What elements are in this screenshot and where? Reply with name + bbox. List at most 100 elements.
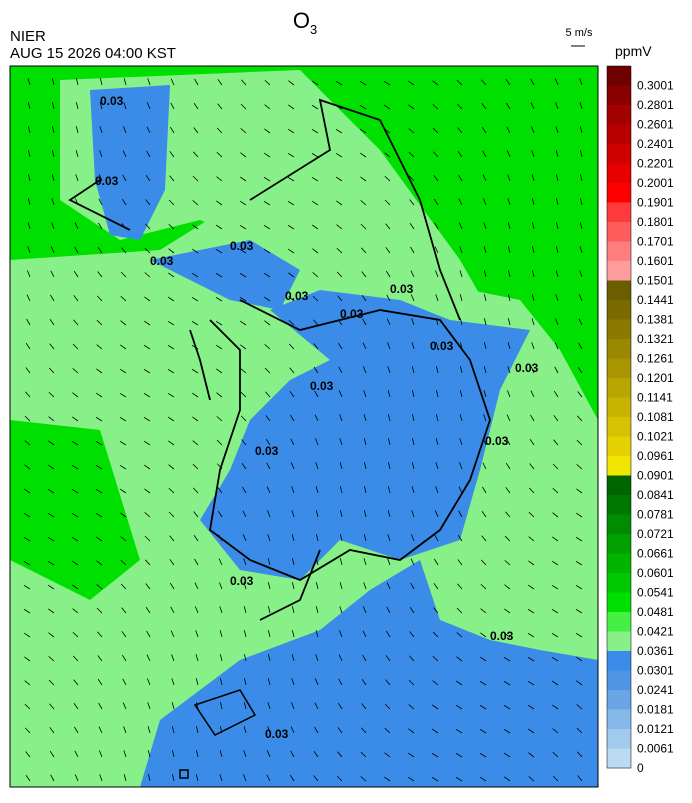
wind-arrow (244, 654, 247, 662)
region-blue (90, 85, 170, 240)
wind-arrow (99, 750, 103, 758)
wind-arrow (507, 342, 511, 350)
wind-arrow (266, 750, 271, 758)
wind-arrow (363, 582, 367, 590)
wind-arrow (505, 462, 511, 470)
wind-arrow (336, 224, 343, 230)
wind-arrow (579, 150, 583, 158)
wind-arrow (192, 175, 199, 182)
contour-label: 0.03 (485, 434, 509, 448)
wind-arrow (167, 416, 175, 422)
wind-arrow (49, 750, 55, 758)
wind-arrow (119, 464, 127, 470)
wind-arrow (291, 702, 295, 710)
wind-arrow (73, 703, 79, 710)
wind-arrow (527, 584, 535, 590)
wind-arrow (95, 465, 103, 470)
wind-arrow (384, 728, 391, 734)
wind-arrow (409, 606, 415, 614)
wind-arrow (267, 534, 271, 542)
wind-arrow (170, 606, 175, 614)
wind-arrow (431, 752, 439, 758)
wind-arrow (27, 126, 31, 134)
wind-arrow (384, 152, 391, 158)
wind-arrow (508, 270, 511, 278)
wind-arrow (146, 630, 151, 638)
wind-arrow (339, 558, 343, 566)
wind-arrow (507, 318, 511, 326)
wind-arrow (311, 200, 319, 206)
colorbar-label: 0.0841 (637, 488, 674, 502)
wind-arrow (145, 559, 151, 566)
wind-arrow (387, 414, 391, 422)
wind-arrow (385, 223, 391, 230)
wind-arrow (291, 606, 295, 614)
colorbar-box (607, 417, 631, 437)
colorbar-box (607, 261, 631, 281)
wind-arrow (171, 654, 175, 662)
wind-arrow (219, 582, 223, 590)
wind-arrow (71, 513, 79, 518)
wind-arrow (290, 726, 295, 734)
wind-arrow (168, 224, 175, 230)
wind-arrow (528, 752, 535, 758)
wind-arrow (576, 680, 583, 686)
wind-arrow (312, 248, 319, 254)
wind-arrow (27, 78, 31, 86)
wind-arrow (120, 559, 127, 566)
wind-arrow (435, 294, 439, 302)
region-light (60, 70, 500, 330)
wind-arrow (48, 367, 55, 374)
wind-arrow (313, 775, 319, 782)
colorbar-box (607, 319, 631, 340)
wind-arrow (144, 223, 151, 230)
map-frame (9, 65, 599, 788)
wind-arrow (120, 583, 127, 590)
wind-arrow (75, 198, 79, 206)
wind-arrow (315, 606, 319, 614)
wind-arrow (121, 247, 127, 254)
wind-arrow (220, 702, 223, 710)
wind-arrow (220, 678, 223, 686)
wind-arrow (263, 225, 271, 230)
wind-arrow (96, 584, 103, 590)
wind-arrow (144, 488, 151, 494)
wind-arrow (339, 606, 343, 614)
wind-arrow (363, 462, 367, 470)
colorbar-box (607, 105, 631, 125)
wind-arrow (146, 102, 151, 110)
colorbar-label: 0.0361 (637, 644, 674, 658)
wind-arrow (435, 270, 439, 278)
wind-arrow (555, 294, 559, 302)
wind-arrow (239, 249, 247, 254)
wind-arrow (192, 463, 199, 470)
colorbar-box (607, 436, 631, 457)
wind-arrow (71, 560, 79, 566)
wind-arrow (24, 680, 31, 686)
colorbar-box (607, 66, 631, 86)
wind-arrow (47, 560, 55, 566)
colorbar-box (607, 456, 631, 476)
wind-arrow (266, 774, 271, 782)
wind-arrow (532, 246, 535, 254)
wind-arrow (24, 415, 31, 422)
wind-arrow (578, 294, 583, 302)
wind-arrow (147, 774, 151, 782)
wind-arrow (436, 390, 439, 398)
wind-arrow (359, 81, 367, 86)
wind-arrow (265, 415, 271, 422)
wind-arrow (411, 318, 415, 326)
wind-arrow (505, 79, 511, 86)
wind-arrow (458, 174, 463, 182)
wind-arrow (335, 129, 343, 134)
wind-arrow (408, 728, 415, 734)
wind-arrow (119, 417, 127, 422)
wind-arrow (24, 703, 31, 710)
wind-arrow (578, 342, 583, 350)
wind-arrow (240, 344, 247, 350)
colorbar-box (607, 573, 631, 593)
wind-arrow (527, 704, 535, 710)
wind-arrow (363, 414, 367, 422)
wind-arrow (528, 511, 535, 518)
wind-arrow (555, 270, 559, 278)
